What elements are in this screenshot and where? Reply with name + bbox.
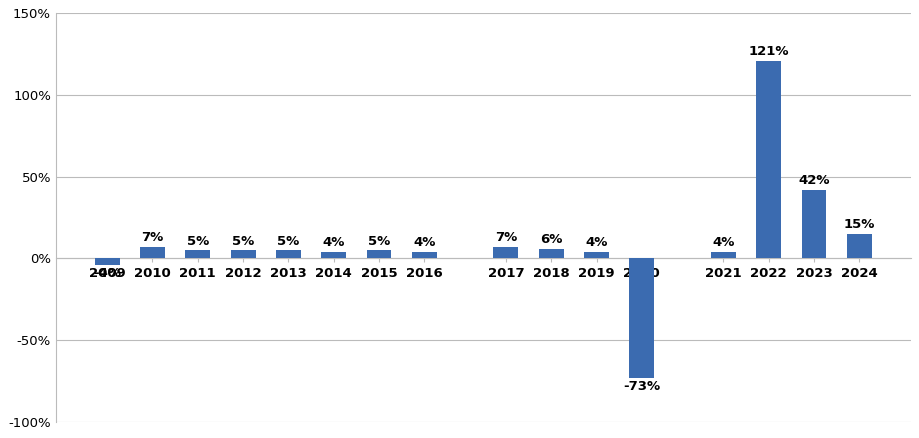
Text: 5%: 5% [278,235,300,248]
Bar [847,234,872,258]
Text: 4%: 4% [585,237,607,249]
Bar [367,250,391,258]
Text: 7%: 7% [494,231,517,244]
Bar [630,258,654,378]
Text: 6%: 6% [540,233,562,246]
Bar [711,252,736,258]
Bar [412,252,437,258]
Bar [756,61,781,258]
Text: 121%: 121% [748,45,789,58]
Text: 5%: 5% [232,235,255,248]
Text: 5%: 5% [187,235,209,248]
Text: 4%: 4% [712,237,734,249]
Text: 7%: 7% [142,231,164,244]
Text: -73%: -73% [623,380,661,393]
Text: -4%: -4% [93,267,121,280]
Bar [140,247,165,258]
Bar [231,250,255,258]
Bar [801,190,826,258]
Text: 5%: 5% [368,235,391,248]
Bar [95,258,119,265]
Text: 15%: 15% [844,219,875,231]
Bar [584,252,609,258]
Text: 42%: 42% [799,174,830,187]
Bar [494,247,518,258]
Bar [276,250,301,258]
Text: 4%: 4% [323,237,345,249]
Text: 4%: 4% [414,237,436,249]
Bar [322,252,346,258]
Bar [186,250,210,258]
Bar [539,248,563,258]
